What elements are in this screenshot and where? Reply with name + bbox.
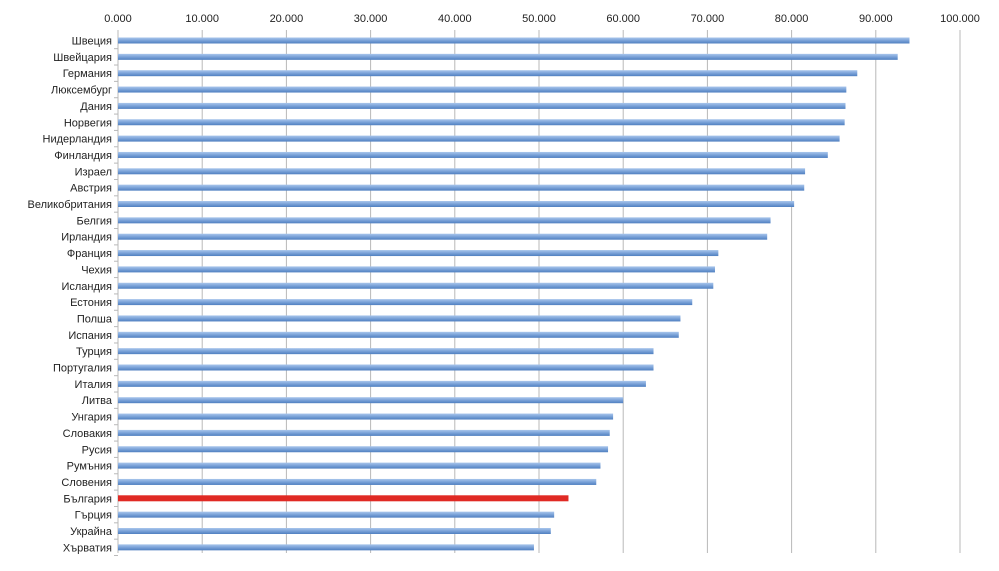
x-tick-label: 0.000 [104, 13, 132, 25]
bar [118, 544, 534, 551]
bars [118, 37, 910, 551]
category-labels: Швеция Швейцария Германия Люксембург Дания Но… [28, 36, 113, 555]
bar [118, 119, 845, 126]
category-label: Полша [77, 313, 113, 325]
bar [118, 168, 806, 175]
bar [118, 446, 609, 453]
category-label: Испания [68, 330, 112, 342]
category-label: Австрия [70, 183, 112, 195]
category-label: Румъния [67, 461, 112, 473]
bar [118, 151, 828, 158]
bar [118, 478, 597, 485]
category-label: Израел [75, 166, 112, 178]
category-label: Германия [63, 68, 112, 80]
bar [118, 413, 614, 420]
bar [118, 266, 715, 273]
category-label: Украйна [70, 526, 113, 538]
category-label: Португалия [53, 363, 112, 375]
bar [118, 528, 551, 534]
bar [118, 364, 654, 371]
category-label: Гърция [75, 510, 112, 522]
bar [118, 70, 858, 77]
bar [118, 397, 624, 404]
bar [118, 250, 719, 257]
category-label: Люксембург [51, 85, 112, 97]
x-tick-label: 40.000 [438, 13, 472, 25]
bar [118, 233, 768, 240]
bar [118, 102, 846, 109]
category-label: Исландия [61, 281, 112, 293]
bar [118, 201, 795, 207]
gridlines [114, 30, 961, 557]
category-label: Хърватия [63, 542, 112, 554]
bar [118, 462, 601, 469]
category-label: Италия [75, 379, 113, 391]
category-label: Унгария [71, 412, 112, 424]
bar [118, 282, 714, 289]
x-tick-label: 20.000 [270, 13, 304, 25]
category-label: Швеция [72, 36, 112, 48]
x-tick-label: 90.000 [859, 13, 893, 25]
bar [118, 184, 805, 191]
bar [118, 217, 771, 224]
category-label: Естония [70, 297, 112, 309]
category-label: Русия [82, 444, 112, 456]
category-label: България [63, 493, 112, 505]
bar [118, 331, 679, 338]
category-label: Литва [82, 395, 113, 407]
category-label: Турция [76, 346, 112, 358]
bar [118, 429, 610, 436]
category-label: Дания [80, 101, 112, 113]
bar [118, 86, 847, 93]
x-tick-label: 100.000 [940, 13, 980, 25]
bar [118, 315, 681, 322]
bar-highlighted [118, 495, 569, 502]
x-tick-label: 70.000 [691, 13, 725, 25]
bar [118, 53, 898, 60]
category-label: Норвегия [64, 117, 112, 129]
x-axis-ticks: 0.000 10.000 20.000 30.000 40.000 50.000 60.00… [104, 13, 980, 25]
category-label: Великобритания [28, 199, 113, 211]
category-label: Словакия [63, 428, 112, 440]
category-label: Словения [61, 477, 112, 489]
x-tick-label: 60.000 [606, 13, 640, 25]
x-tick-label: 30.000 [354, 13, 388, 25]
category-label: Белгия [76, 215, 112, 227]
x-tick-label: 80.000 [775, 13, 809, 25]
bar [118, 380, 646, 387]
bar [118, 348, 654, 355]
x-tick-label: 10.000 [185, 13, 219, 25]
bar [118, 37, 910, 44]
bar [118, 135, 840, 142]
category-label: Швейцария [53, 52, 112, 64]
category-label: Нидерландия [43, 134, 113, 146]
category-label: Чехия [81, 264, 112, 276]
category-label: Финландия [54, 150, 112, 162]
bar [118, 511, 555, 518]
x-tick-label: 50.000 [522, 13, 556, 25]
category-label: Ирландия [61, 232, 112, 244]
bar [118, 299, 693, 306]
category-label: Франция [67, 248, 112, 260]
